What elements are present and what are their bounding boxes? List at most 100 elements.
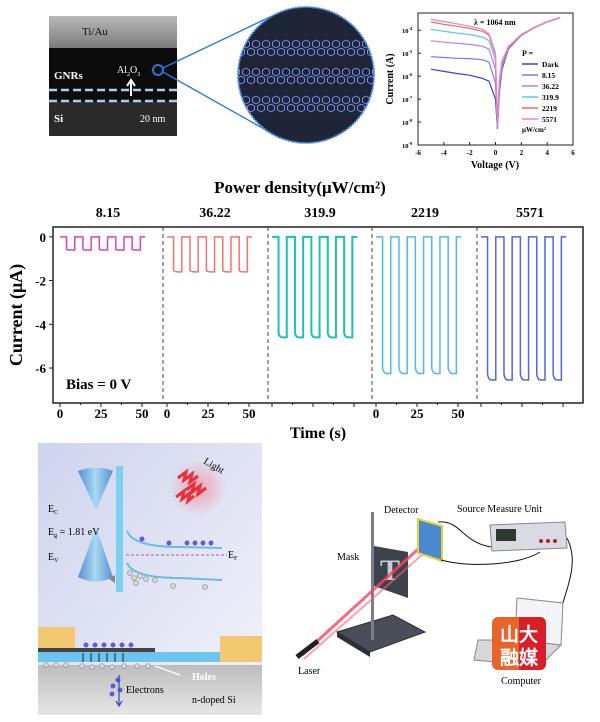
arrow-left-icon [109, 575, 115, 583]
ef-sub: F [234, 556, 238, 562]
al2o3-part: Al [117, 65, 127, 76]
iv-y-tick-exponent: -8 [409, 118, 413, 123]
photocurrent-trace [167, 236, 253, 273]
y-axis-label: Current (μA) [6, 264, 27, 366]
panel-2219: 2219 0 25 50 [371, 206, 465, 421]
chart-title: Power density(μW/cm²) [214, 178, 386, 197]
eg-label: Eg = 1.81 eV [48, 527, 100, 539]
holes-label: Holes [192, 672, 216, 683]
iv-y-tick-base: 10 [402, 74, 409, 81]
substrate-label: n-doped Si [192, 695, 236, 706]
iv-legend-label: Dark [542, 60, 559, 69]
laser-beam [300, 538, 430, 657]
light-zigzag-icon [175, 468, 207, 506]
iv-x-tick-label: -4 [441, 149, 447, 157]
iv-x-tick-label: 6 [571, 149, 575, 157]
iv-y-tick-base: 10 [402, 51, 409, 58]
si-layer [49, 101, 177, 136]
panel-319-9: 319.9 [267, 206, 358, 407]
photocurrent-trace [481, 236, 567, 381]
si-label: Si [54, 113, 63, 125]
detector-label: Detector [384, 505, 419, 516]
band-diagram: Light EC Eg = 1.81 eV EV EF [38, 443, 262, 715]
iv-legend-title: P = [522, 49, 533, 58]
arrow-down-icon [115, 675, 123, 708]
iv-legend-label: 2219 [542, 104, 557, 113]
gnrs-label: GNRs [54, 70, 83, 82]
x-tick-label: 50 [136, 406, 149, 421]
iv-y-tick-base: 10 [402, 97, 409, 104]
iv-legend-label: 319.9 [542, 93, 559, 102]
iv-x-tick-label: 4 [545, 149, 549, 157]
al2o3-part: 3 [137, 72, 140, 78]
hole-dots [43, 662, 151, 670]
photocurrent-trace [272, 235, 358, 339]
y-tick-label: -6 [35, 361, 46, 376]
panel-power-label: 36.22 [199, 206, 231, 221]
cable [559, 537, 573, 613]
gnr-zoom-view [237, 6, 375, 144]
panel-power-label: 5571 [516, 206, 544, 221]
barrier-bar [116, 466, 123, 592]
y-tick-label: 0 [40, 230, 47, 245]
detector-device [417, 517, 443, 563]
iv-legend: Dark 8.15 36.22 319.9 2219 5571 [522, 60, 559, 124]
iv-y-tick-base: 10 [402, 143, 409, 150]
valence-cone [78, 527, 113, 582]
iv-y-tick-label: 10-8 [402, 118, 413, 127]
n-doped-si-substrate [38, 665, 262, 715]
photocurrent-trace [60, 236, 146, 251]
panel-8-15: 8.15 0 25 50 [57, 206, 149, 421]
x-tick-label: 0 [373, 406, 380, 421]
x-tick-label: 25 [202, 406, 216, 421]
iv-y-tick-base: 10 [402, 120, 409, 127]
iv-x-tick-label: -2 [467, 149, 473, 157]
ev-main: E [48, 552, 54, 563]
ti-au-layer [49, 16, 177, 49]
smu-terminals [539, 539, 557, 543]
scale-bar-label: 20 nm [140, 114, 166, 125]
ti-au-label: Ti/Au [82, 26, 108, 38]
holes-pointer-arrow [154, 665, 181, 676]
conduction-cone [78, 467, 113, 510]
iv-curves [430, 16, 561, 130]
eg-value: = 1.81 eV [57, 527, 100, 538]
panel-power-label: 2219 [411, 206, 439, 221]
panel-power-label: 8.15 [96, 206, 121, 221]
panel-power-label: 319.9 [304, 206, 336, 221]
conduction-band-curve [126, 530, 223, 549]
x-tick-label: 0 [164, 406, 171, 421]
oxide-layer [38, 652, 220, 662]
zoom-line [162, 15, 273, 69]
iv-x-tick-label: -6 [415, 149, 421, 157]
al2o3-part: O [130, 65, 137, 76]
iv-legend-label: 8.15 [542, 71, 555, 80]
iv-y-tick-exponent: -7 [409, 95, 413, 100]
ev-label: EV [48, 552, 59, 564]
x-tick-label: 50 [452, 406, 465, 421]
plot-frame [52, 226, 584, 404]
iv-y-tick-base: 10 [402, 28, 409, 35]
iv-legend-label: 36.22 [542, 82, 559, 91]
electrons-label: Electrons [126, 685, 164, 696]
iv-y-axis-label: Current (A) [385, 53, 396, 104]
stand-base-edge [337, 632, 370, 657]
iv-x-tick-label: 2 [520, 149, 524, 157]
smu-screen [496, 529, 516, 541]
x-axis-label: Time (s) [290, 425, 346, 442]
al2o3-part: 2 [127, 72, 130, 78]
panel-5571: 5571 [476, 206, 567, 407]
iv-y-tick-exponent: -5 [409, 49, 413, 54]
zoom-source-circle [152, 64, 164, 76]
zoom-line [162, 71, 281, 139]
mask-label: Mask [337, 552, 359, 563]
stand-pole [371, 512, 374, 640]
y-tick-label: -2 [35, 274, 46, 289]
laser-beam [303, 545, 433, 660]
x-tick-label: 25 [95, 406, 109, 421]
arrow-up-icon [126, 78, 136, 96]
ev-sub: V [54, 558, 59, 564]
x-tick-label: 0 [57, 406, 64, 421]
ef-label: EF [228, 550, 238, 562]
